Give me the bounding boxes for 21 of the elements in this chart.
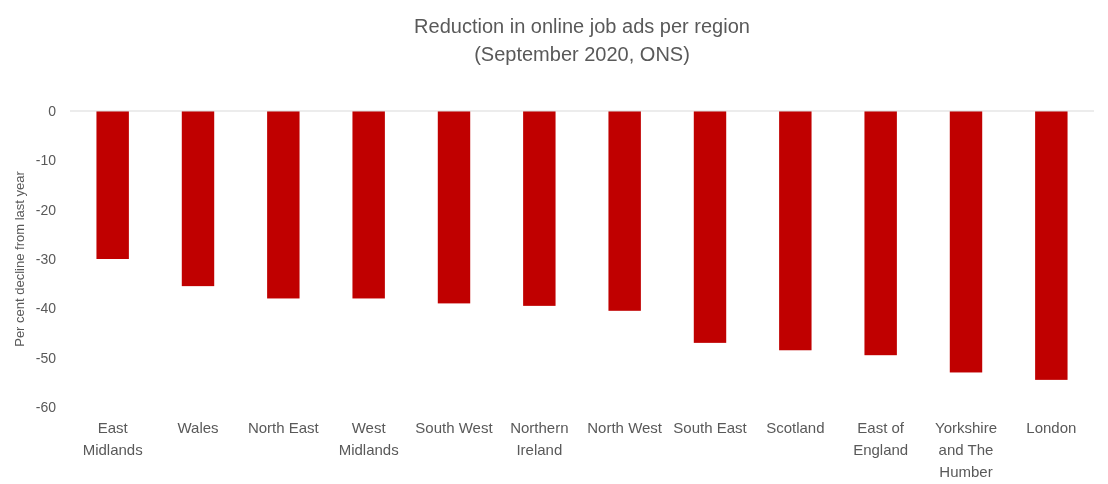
y-axis-title: Per cent decline from last year	[12, 170, 27, 347]
x-tick-label: Scotland	[766, 419, 825, 436]
x-tick-label: Yorkshire and The Humber	[935, 419, 997, 480]
x-tick-label: East of England	[853, 419, 909, 458]
x-tick-label: London	[1026, 419, 1077, 436]
y-tick-label: 0	[48, 102, 57, 119]
y-tick-label: -40	[35, 300, 57, 317]
x-tick-label: North West	[587, 419, 663, 436]
y-tick-label: -20	[35, 201, 57, 218]
chart-title: Reduction in online job ads per region (September 2020, ONS)	[414, 15, 750, 65]
x-tick-label: Wales	[177, 419, 219, 436]
x-tick-label: West Midlands	[338, 419, 399, 458]
x-tick-label: North East	[247, 419, 320, 436]
x-tick-label: South East	[673, 419, 748, 436]
x-tick-label: Northern Ireland	[510, 419, 569, 458]
x-tick-label: South West	[415, 419, 494, 436]
y-tick-label: -50	[35, 349, 57, 366]
y-tick-label: -30	[35, 250, 57, 267]
x-tick-label: East Midlands	[82, 419, 143, 458]
y-tick-label: -10	[35, 152, 57, 169]
y-tick-label: -60	[35, 398, 57, 415]
